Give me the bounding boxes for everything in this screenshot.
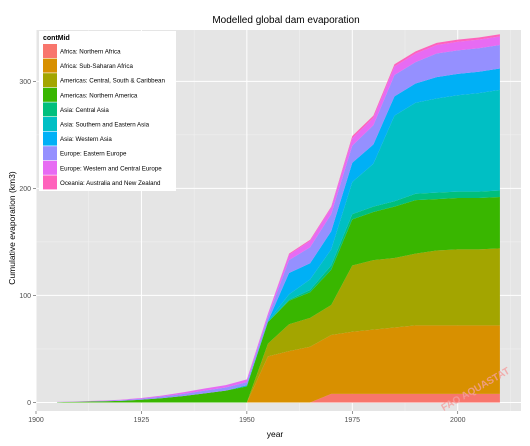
legend-swatch <box>43 146 57 161</box>
legend-item: Africa: Northern Africa <box>43 44 121 58</box>
y-axis: 0 100 200 300 <box>19 79 36 407</box>
legend-label: Europe: Eastern Europe <box>60 151 127 158</box>
y-tick-label: 300 <box>19 79 31 86</box>
legend-label: Asia: Western Asia <box>60 136 112 143</box>
area-series <box>57 325 500 403</box>
legend-label: Europe: Western and Central Europe <box>60 165 162 172</box>
x-tick-label: 1925 <box>134 417 150 424</box>
legend-item: Asia: Southern and Eastern Asia <box>43 117 150 131</box>
legend-swatch <box>43 117 57 131</box>
legend-label: Africa: Sub-Saharan Africa <box>60 63 133 70</box>
legend-label: Asia: Central Asia <box>60 107 109 114</box>
legend-swatch <box>43 102 57 117</box>
y-tick-label: 200 <box>19 186 31 193</box>
y-axis-title: Cumulative evaporation (km3) <box>7 171 17 285</box>
legend-item: Africa: Sub-Saharan Africa <box>43 58 133 73</box>
y-tick-label: 0 <box>27 400 31 407</box>
x-tick-label: 1900 <box>28 417 44 424</box>
legend-item: Asia: Central Asia <box>43 102 109 117</box>
area-series <box>57 248 500 403</box>
legend-label: Americas: Northern America <box>60 92 138 99</box>
x-axis-title: year <box>267 429 284 439</box>
x-tick-label: 1950 <box>239 417 255 424</box>
legend-swatch <box>43 175 57 190</box>
legend-title: contMid <box>43 35 70 42</box>
legend-swatch <box>43 87 57 102</box>
legend-item: Asia: Western Asia <box>43 131 112 146</box>
area-series <box>57 393 500 403</box>
legend-item: Oceania: Australia and New Zealand <box>43 175 161 190</box>
legend-swatch <box>43 73 57 88</box>
y-tick-label: 100 <box>19 293 31 300</box>
legend-item: Americas: Central, South & Caribbean <box>43 73 165 88</box>
legend-label: Oceania: Australia and New Zealand <box>60 180 161 187</box>
legend-label: Americas: Central, South & Caribbean <box>60 78 165 85</box>
area-series <box>57 196 500 403</box>
chart-title: Modelled global dam evaporation <box>212 15 359 26</box>
legend-swatch <box>43 160 57 175</box>
legend-swatch <box>43 44 57 58</box>
legend: contMid Africa: Northern Africa Africa: S… <box>39 31 176 191</box>
legend-label: Africa: Northern Africa <box>60 49 121 56</box>
legend-background <box>39 31 176 191</box>
legend-swatch <box>43 131 57 146</box>
legend-items: Africa: Northern Africa Africa: Sub-Sahar… <box>43 44 165 190</box>
x-axis: 1900 1925 1950 1975 2000 <box>28 411 466 424</box>
legend-swatch <box>43 58 57 73</box>
x-tick-label: 2000 <box>450 417 466 424</box>
legend-label: Asia: Southern and Eastern Asia <box>60 122 150 129</box>
legend-item: Europe: Eastern Europe <box>43 146 127 161</box>
legend-item: Americas: Northern America <box>43 87 138 102</box>
x-tick-label: 1975 <box>345 417 361 424</box>
stacked-areas <box>57 34 500 403</box>
area-series <box>57 89 500 403</box>
legend-item: Europe: Western and Central Europe <box>43 160 162 175</box>
